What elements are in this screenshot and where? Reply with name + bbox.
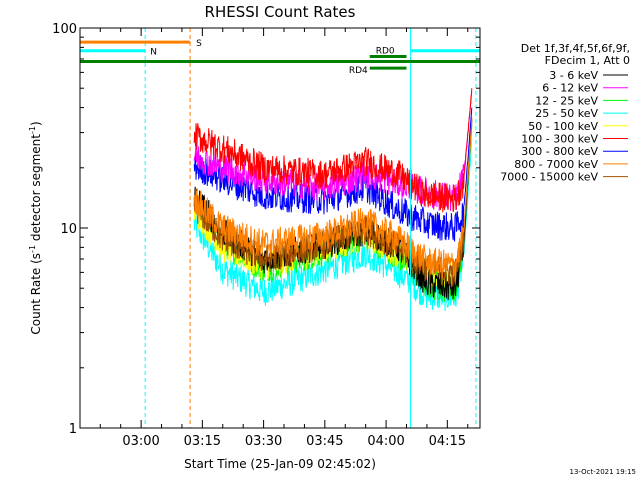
series-line — [193, 107, 473, 242]
y-axis-label-part: Count Rate (s — [29, 253, 43, 335]
x-tick-label: 03:45 — [306, 434, 343, 449]
flag-label: N — [150, 48, 157, 58]
legend-entry-label: 100 - 300 keV — [521, 133, 598, 146]
x-tick-label: 03:00 — [122, 434, 159, 449]
footer-date: 13-Oct-2021 19:15 — [570, 468, 636, 476]
legend-entry-label: 300 - 800 keV — [521, 145, 598, 158]
x-tick-label: 03:15 — [184, 434, 221, 449]
flag-label: RD4 — [349, 66, 368, 76]
y-tick-label: 100 — [52, 22, 77, 37]
y-axis-label-part: -1 — [28, 245, 37, 253]
y-axis-label-part: -1 — [28, 126, 37, 134]
legend-header: FDecim 1, Att 0 — [545, 54, 630, 67]
axis-layer: 1 10 100 03:00 03:15 03:30 03:45 04:00 04:15 — [52, 22, 481, 449]
x-tick-label: 04:00 — [367, 434, 404, 449]
y-axis-label-part: ) — [29, 121, 43, 126]
x-tick-label: 04:15 — [429, 434, 466, 449]
legend-entry-label: 800 - 7000 keV — [514, 158, 598, 171]
y-axis-label-part: detector segment — [29, 134, 43, 245]
plot-layer: S N RD0 RD4 — [80, 28, 480, 428]
legend-entry-label: 50 - 100 keV — [528, 120, 598, 133]
legend-header: Det 1f,3f,4f,5f,6f,9f, — [521, 42, 630, 55]
flag-label: S — [196, 39, 202, 49]
x-tick-label: 03:30 — [245, 434, 282, 449]
legend-entry-label: 7000 - 15000 keV — [500, 171, 598, 184]
series-line — [193, 138, 473, 312]
legend-entry-label: 12 - 25 keV — [535, 94, 598, 107]
legend-entry-label: 6 - 12 keV — [542, 82, 598, 95]
x-axis-label: Start Time (25-Jan-09 02:45:02) — [184, 457, 376, 471]
legend: Det 1f,3f,4f,5f,6f,9f,FDecim 1, Att 0 3 -… — [500, 42, 630, 184]
y-tick-label: 1 — [69, 422, 77, 437]
y-axis-label: Count Rate (s-1 detector segment-1) — [28, 121, 43, 334]
chart-title: RHESSI Count Rates — [205, 3, 356, 21]
series-line — [193, 88, 473, 213]
legend-entry-label: 3 - 6 keV — [549, 69, 598, 82]
y-tick-label: 10 — [60, 222, 77, 237]
flag-label: RD0 — [376, 47, 395, 57]
series-line — [193, 116, 473, 280]
legend-entry-label: 25 - 50 keV — [535, 107, 598, 120]
series-line — [193, 91, 473, 212]
